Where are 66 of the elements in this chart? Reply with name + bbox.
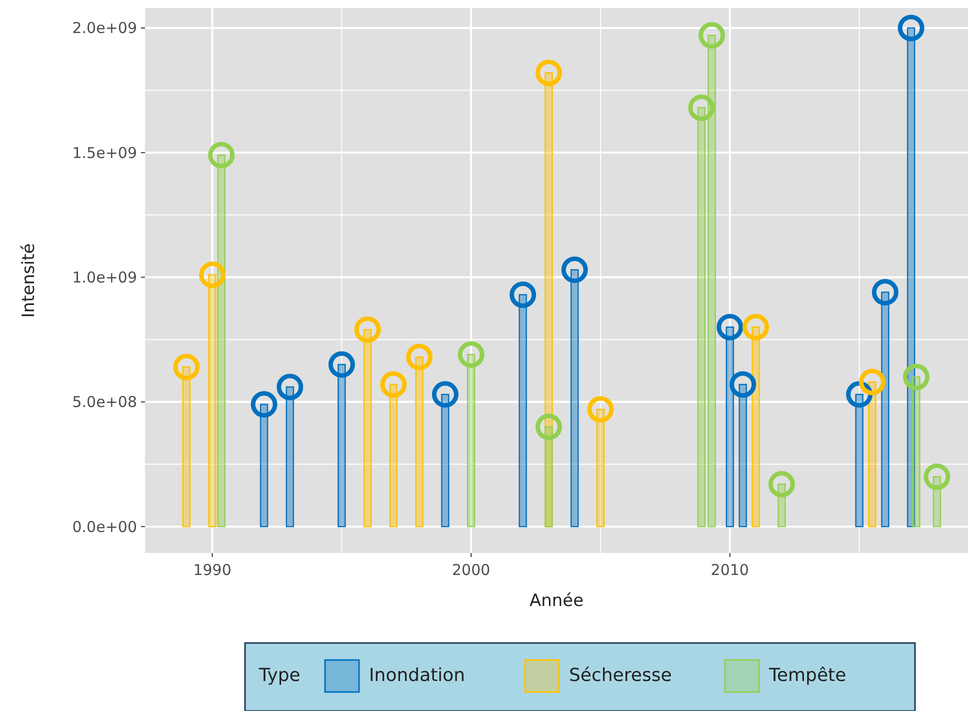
- point: [688, 94, 715, 121]
- bar: [881, 292, 890, 528]
- y-tick-label: 2.0e+09: [72, 19, 137, 38]
- point: [716, 314, 744, 340]
- point: [768, 470, 795, 498]
- y-tick-label: 0.0e+00: [72, 518, 137, 536]
- bar: [778, 484, 786, 528]
- point: [698, 22, 726, 49]
- point: [858, 368, 886, 396]
- bar: [544, 426, 553, 528]
- point: [872, 278, 898, 306]
- bar: [208, 274, 216, 528]
- y-tick-label: 5.0e+08: [72, 393, 137, 412]
- x-tick-label: 2010: [710, 561, 749, 579]
- bar: [868, 381, 876, 528]
- legend-label: Sécheresse: [569, 665, 672, 686]
- point: [535, 60, 562, 86]
- y-tick-label: 1.5e+09: [72, 144, 137, 162]
- bar: [596, 408, 605, 528]
- bar: [182, 366, 191, 528]
- point: [742, 314, 770, 340]
- bar: [217, 154, 226, 528]
- point: [458, 341, 484, 368]
- x-axis-title: Année: [529, 591, 584, 611]
- bar: [855, 394, 864, 528]
- legend-label: Inondation: [369, 665, 466, 686]
- point: [173, 354, 200, 380]
- point: [276, 374, 304, 400]
- point: [924, 463, 950, 490]
- bar: [752, 326, 760, 528]
- point: [535, 414, 562, 440]
- bar: [912, 376, 920, 528]
- bar: [363, 329, 372, 528]
- bar: [726, 326, 734, 528]
- x-tick-label: 1990: [193, 561, 232, 579]
- point: [587, 396, 614, 423]
- point: [380, 371, 407, 398]
- bar: [415, 356, 424, 528]
- point: [406, 344, 433, 370]
- bar: [286, 386, 294, 528]
- x-tick-label: 2000: [452, 561, 490, 579]
- point: [250, 391, 278, 418]
- point: [208, 142, 235, 168]
- point: [561, 256, 588, 284]
- bar: [518, 294, 527, 528]
- bar: [441, 394, 450, 528]
- point: [730, 371, 756, 398]
- bar: [697, 107, 706, 528]
- point: [328, 351, 355, 378]
- point: [432, 381, 458, 408]
- legend-label: Tempête: [768, 665, 846, 686]
- bar: [738, 384, 747, 528]
- bar: [338, 364, 346, 528]
- bar: [389, 384, 398, 528]
- point: [898, 14, 924, 42]
- point: [354, 316, 381, 343]
- bar: [570, 269, 579, 528]
- bar: [260, 404, 268, 528]
- y-axis-title: Intensité: [19, 243, 39, 318]
- y-tick-label: 1.0e+09: [72, 268, 137, 287]
- point: [510, 281, 536, 308]
- legend-title: Type: [258, 665, 300, 686]
- point: [199, 262, 226, 288]
- point: [902, 364, 930, 390]
- bar: [466, 354, 476, 528]
- bar: [708, 34, 716, 528]
